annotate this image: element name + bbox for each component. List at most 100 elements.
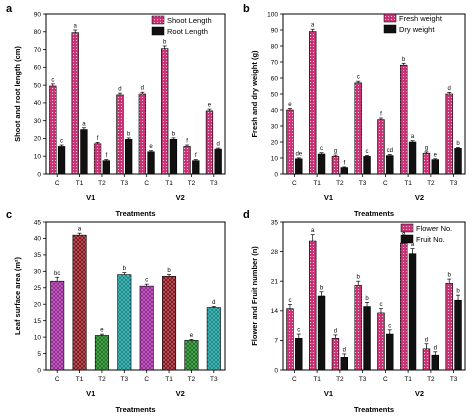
y-tick-label: 25: [34, 285, 42, 292]
y-tick-label: 35: [271, 219, 279, 226]
significance-letter: f: [343, 160, 345, 166]
panel-letter: c: [6, 209, 12, 221]
y-tick-label: 20: [34, 302, 42, 309]
x-tick-label: C: [292, 376, 297, 383]
legend-label: Fruit No.: [416, 235, 445, 244]
significance-letter: a: [78, 227, 82, 233]
significance-letter: f: [186, 139, 188, 145]
legend: Shoot Length Root Length: [151, 15, 212, 36]
bar: [80, 129, 88, 175]
panel-letter: a: [6, 3, 13, 15]
x-tick-label: T2: [336, 180, 344, 187]
bar: [72, 234, 87, 371]
significance-letter: f: [195, 153, 197, 159]
bar: [50, 280, 65, 371]
bar: [377, 312, 385, 371]
group-label: V1: [86, 389, 95, 398]
bar: [205, 110, 214, 175]
y-tick-label: 40: [271, 107, 279, 114]
significance-letter: b: [402, 57, 406, 63]
y-tick-label: 15: [34, 318, 42, 325]
legend-label: Dry weight: [399, 25, 435, 34]
significance-letter: c: [388, 323, 391, 329]
legend-swatch: [151, 15, 165, 25]
significance-letter: b: [448, 273, 452, 279]
bar: [317, 295, 326, 371]
x-tick-label: T2: [427, 180, 435, 187]
significance-letter: d: [425, 337, 428, 343]
x-tick-label: T2: [98, 376, 106, 383]
chart-panel-a: a 0 10 20 30 40 50 60 70 80 90 Shoot and root lengt…: [6, 3, 226, 218]
bar: [295, 337, 303, 371]
y-tick-label: 30: [271, 123, 279, 130]
bar: [363, 306, 371, 371]
significance-letter: c: [288, 298, 291, 304]
y-tick-label: 60: [34, 65, 42, 72]
bar: [340, 167, 348, 175]
bar: [454, 148, 462, 175]
x-tick-label: C: [292, 180, 297, 187]
significance-letter: c: [145, 278, 148, 284]
bar: [214, 148, 222, 175]
y-tick-label: 10: [271, 155, 279, 162]
bar: [331, 156, 340, 175]
significance-letter: c: [60, 139, 63, 145]
y-tick-label: 40: [34, 236, 42, 243]
significance-letter: a: [74, 24, 78, 30]
bar: [125, 139, 133, 175]
group-label: V2: [176, 389, 185, 398]
bar: [286, 109, 294, 175]
x-tick-label: T3: [210, 376, 218, 383]
bar: [317, 153, 326, 175]
y-axis-label: Leaf surface area (m²): [13, 257, 22, 335]
significance-letter: d: [216, 142, 219, 148]
y-tick-label: 40: [34, 100, 42, 107]
bar: [340, 357, 348, 371]
legend: Fresh weight Dry weight: [383, 13, 443, 34]
significance-letter: e: [100, 328, 104, 334]
y-tick-label: 10: [34, 154, 42, 161]
chart-panel-c: c 0 5 10 15 20 25 30 35 40 45 Leaf surface area (m²…: [6, 209, 226, 414]
x-tick-label: T3: [121, 180, 129, 187]
legend-label: Shoot Length: [167, 16, 212, 25]
significance-letter: de: [295, 151, 302, 157]
y-tick-label: 28: [271, 249, 279, 256]
bar: [138, 93, 146, 175]
bar: [161, 48, 169, 175]
bar: [445, 93, 453, 175]
plot-frame: [282, 221, 466, 371]
significance-letter: e: [434, 152, 438, 158]
bar: [94, 335, 109, 371]
significance-letter: a: [402, 230, 406, 236]
significance-letter: g: [334, 149, 337, 155]
bar: [386, 333, 394, 371]
legend: Flower No. Fruit No.: [400, 223, 452, 244]
chart-panel-b: b 0 10 20 30 40 50 60 70 80 90 100 Fresh and dry wei…: [243, 3, 466, 218]
bar: [408, 253, 417, 371]
group-label: V2: [415, 193, 424, 202]
bar: [71, 32, 79, 175]
x-tick-label: T3: [450, 376, 458, 383]
x-tick-label: C: [383, 180, 388, 187]
plot-frame: [45, 13, 226, 175]
y-axis-label: Flower and Fruit number (n): [250, 246, 259, 346]
x-tick-label: T1: [404, 376, 412, 383]
x-tick-label: T2: [188, 376, 196, 383]
significance-letter: d: [448, 86, 451, 92]
bar: [399, 242, 408, 371]
legend-swatch: [383, 24, 397, 34]
significance-letter: e: [288, 102, 292, 108]
x-tick-label: T3: [210, 180, 218, 187]
group-label: V1: [86, 193, 95, 202]
x-axis-label: Treatments: [115, 209, 155, 218]
bar: [192, 160, 200, 175]
bar: [102, 160, 110, 175]
x-tick-label: T1: [313, 376, 321, 383]
y-tick-label: 45: [34, 219, 42, 226]
significance-letter: f: [105, 153, 107, 159]
x-tick-label: T2: [188, 180, 196, 187]
significance-letter: a: [411, 134, 415, 140]
x-tick-label: T1: [313, 180, 321, 187]
y-tick-label: 20: [34, 136, 42, 143]
y-tick-label: 0: [37, 171, 41, 178]
